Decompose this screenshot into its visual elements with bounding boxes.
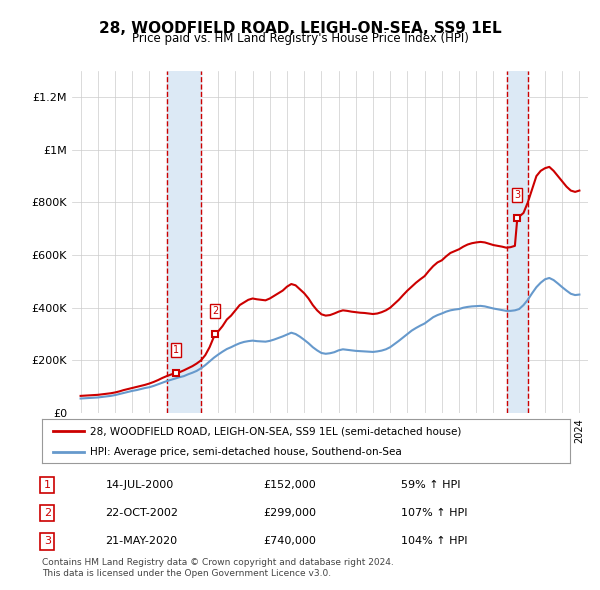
Text: 1: 1 [173,345,179,355]
Bar [167,71,201,413]
Text: Contains HM Land Registry data © Crown copyright and database right 2024.: Contains HM Land Registry data © Crown c… [42,558,394,566]
Text: £299,000: £299,000 [264,508,317,518]
Text: 2: 2 [212,306,218,316]
Text: 104% ↑ HPI: 104% ↑ HPI [401,536,467,546]
Text: £740,000: £740,000 [264,536,317,546]
Text: 59% ↑ HPI: 59% ↑ HPI [401,480,461,490]
Text: 3: 3 [514,190,520,200]
Text: HPI: Average price, semi-detached house, Southend-on-Sea: HPI: Average price, semi-detached house,… [89,447,401,457]
Text: 107% ↑ HPI: 107% ↑ HPI [401,508,467,518]
Text: Price paid vs. HM Land Registry's House Price Index (HPI): Price paid vs. HM Land Registry's House … [131,32,469,45]
Text: 1: 1 [44,480,51,490]
Text: 21-MAY-2020: 21-MAY-2020 [106,536,178,546]
Text: 28, WOODFIELD ROAD, LEIGH-ON-SEA, SS9 1EL: 28, WOODFIELD ROAD, LEIGH-ON-SEA, SS9 1E… [98,21,502,35]
Text: 2: 2 [44,508,51,518]
Text: 22-OCT-2002: 22-OCT-2002 [106,508,178,518]
Text: £152,000: £152,000 [264,480,317,490]
Text: 28, WOODFIELD ROAD, LEIGH-ON-SEA, SS9 1EL (semi-detached house): 28, WOODFIELD ROAD, LEIGH-ON-SEA, SS9 1E… [89,427,461,436]
Bar [507,71,528,413]
Text: 3: 3 [44,536,51,546]
Text: 14-JUL-2000: 14-JUL-2000 [106,480,173,490]
Text: This data is licensed under the Open Government Licence v3.0.: This data is licensed under the Open Gov… [42,569,331,578]
